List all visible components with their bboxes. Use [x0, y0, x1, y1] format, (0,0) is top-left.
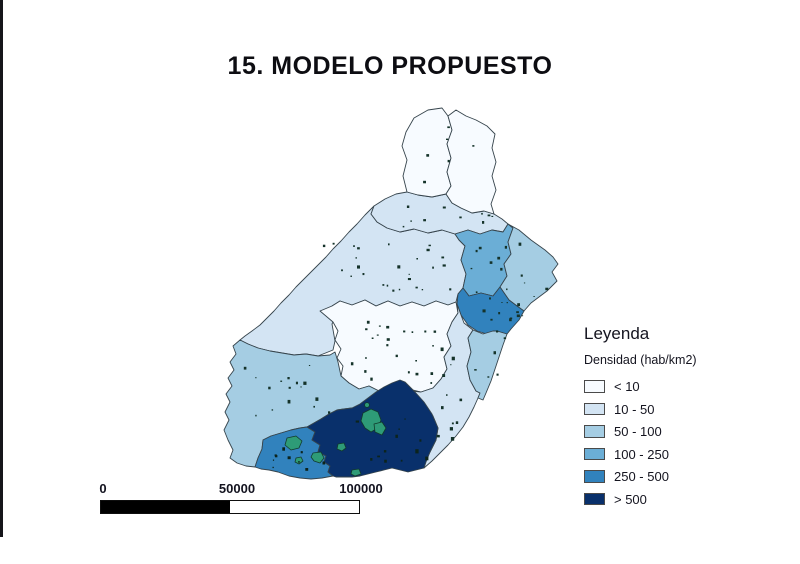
scalebar-fill — [101, 501, 230, 513]
legend-row: < 10 — [584, 375, 697, 398]
page-left-edge — [0, 0, 3, 537]
legend: Leyenda Densidad (hab/km2) < 10 10 - 50 … — [584, 324, 697, 510]
legend-row: > 500 — [584, 488, 697, 511]
legend-title: Leyenda — [584, 324, 650, 343]
scalebar-labels: 0 50000 100000 — [0, 481, 800, 496]
settlement-dots — [243, 126, 549, 471]
legend-row: 250 - 500 — [584, 465, 697, 488]
page-title: 15. MODELO PROPUESTO — [227, 52, 553, 80]
legend-subtitle: Densidad (hab/km2) — [584, 353, 697, 367]
legend-label: 50 - 100 — [614, 424, 662, 440]
legend-label: 100 - 250 — [614, 446, 669, 462]
legend-swatch — [584, 447, 605, 460]
scalebar-tick-end: 100000 — [339, 481, 383, 496]
legend-label: 10 - 50 — [614, 401, 655, 417]
scalebar-tick-0: 0 — [99, 481, 107, 496]
legend-label: 250 - 500 — [614, 469, 669, 485]
scalebar — [100, 500, 360, 514]
region-velez-este — [445, 109, 497, 215]
legend-row: 100 - 250 — [584, 443, 697, 466]
greenhouse-patch — [373, 421, 387, 436]
legend-row: 50 - 100 — [584, 420, 697, 443]
greenhouse-patch — [364, 402, 370, 408]
legend-label: > 500 — [614, 491, 647, 507]
greenhouse-patch — [310, 451, 325, 464]
legend-swatch — [584, 402, 605, 415]
region-pulpi-cuevas — [499, 223, 559, 312]
legend-swatch — [584, 492, 605, 505]
greenhouse-patch — [294, 456, 304, 465]
legend-swatch — [584, 470, 605, 483]
region-velez-oeste — [401, 107, 453, 198]
legend-label: < 10 — [614, 379, 640, 395]
scalebar-tick-mid: 50000 — [218, 481, 256, 496]
greenhouse-patch — [284, 435, 303, 451]
legend-row: 10 - 50 — [584, 398, 697, 421]
legend-swatch — [584, 425, 605, 438]
legend-swatch — [584, 380, 605, 393]
greenhouse-patch — [336, 442, 347, 452]
greenhouse-patch — [350, 468, 362, 477]
